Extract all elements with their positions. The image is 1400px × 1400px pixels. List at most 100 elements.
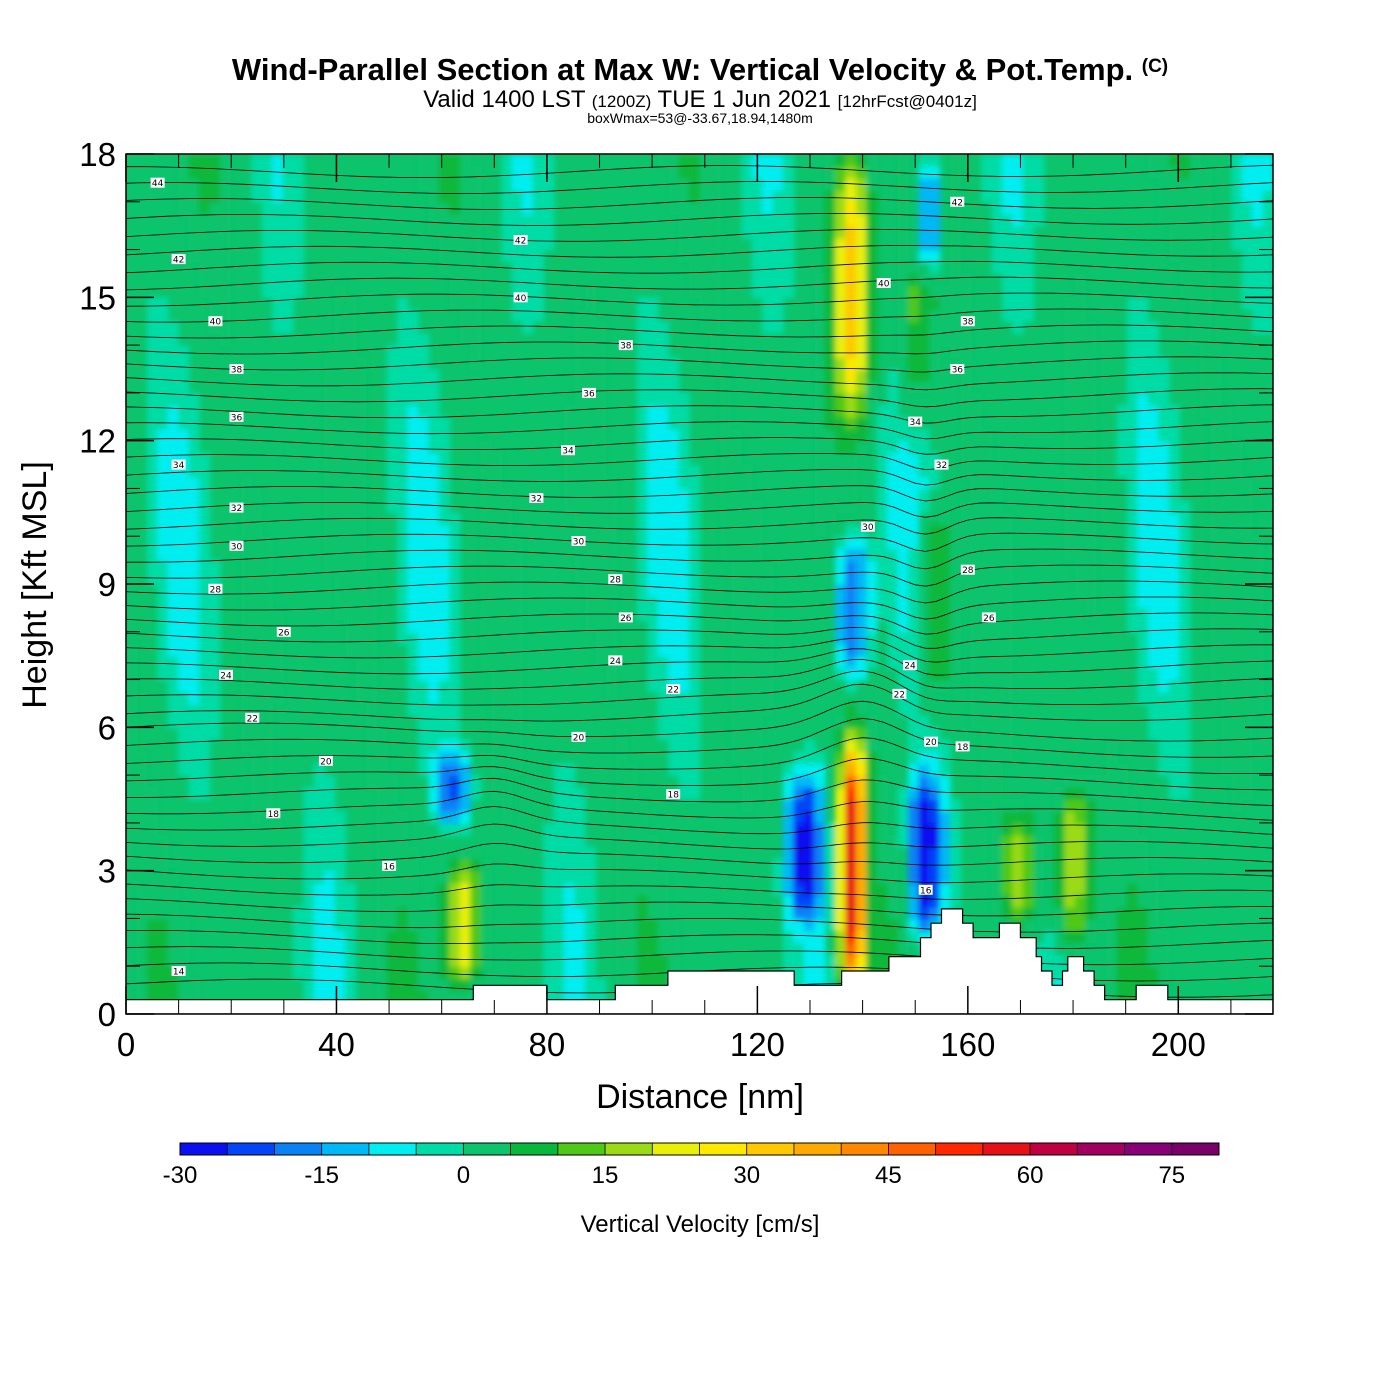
w-cell bbox=[324, 428, 336, 442]
w-cell bbox=[824, 345, 836, 358]
w-cell bbox=[991, 572, 1003, 585]
w-cell bbox=[1001, 727, 1014, 741]
w-cell bbox=[970, 428, 982, 442]
w-cell bbox=[438, 703, 451, 717]
w-cell bbox=[866, 799, 878, 812]
w-cell bbox=[855, 584, 868, 597]
w-cell bbox=[480, 930, 492, 944]
w-cell bbox=[1012, 201, 1024, 215]
w-cell bbox=[345, 345, 357, 358]
w-cell bbox=[574, 488, 586, 502]
w-cell bbox=[803, 799, 816, 812]
w-cell bbox=[303, 942, 315, 956]
w-cell bbox=[835, 225, 847, 239]
w-cell bbox=[991, 906, 1003, 920]
isentrope-label-box bbox=[571, 536, 586, 546]
w-cell bbox=[1116, 428, 1128, 442]
w-cell bbox=[553, 858, 565, 872]
w-cell bbox=[157, 500, 169, 514]
w-cell bbox=[1033, 834, 1045, 848]
w-cell bbox=[1189, 309, 1201, 323]
w-cell bbox=[1033, 177, 1045, 191]
w-cell bbox=[397, 524, 409, 538]
w-cell bbox=[908, 727, 920, 741]
w-cell bbox=[782, 177, 795, 191]
w-cell bbox=[991, 655, 1003, 669]
w-cell bbox=[188, 679, 200, 693]
w-cell bbox=[480, 584, 492, 597]
w-cell bbox=[251, 536, 263, 550]
w-cell bbox=[324, 966, 336, 980]
w-cell bbox=[668, 165, 680, 179]
isentrope-label: 28 bbox=[608, 574, 623, 586]
w-cell bbox=[657, 380, 670, 394]
w-cell bbox=[824, 285, 836, 299]
w-cell bbox=[1252, 225, 1264, 239]
w-cell bbox=[991, 679, 1003, 693]
w-cell bbox=[1147, 942, 1160, 956]
w-cell bbox=[1043, 954, 1055, 968]
w-cell bbox=[897, 572, 909, 585]
w-cell bbox=[1210, 380, 1222, 394]
isentrope-label: 26 bbox=[276, 626, 291, 638]
w-cell bbox=[501, 691, 513, 705]
w-cell bbox=[689, 560, 701, 573]
w-cell bbox=[835, 440, 847, 454]
w-cell bbox=[365, 763, 378, 777]
w-cell bbox=[772, 882, 784, 896]
w-cell bbox=[835, 942, 847, 956]
w-cell bbox=[1085, 428, 1097, 442]
w-cell bbox=[876, 536, 889, 550]
isentrope-line bbox=[126, 308, 1273, 323]
w-cell bbox=[1127, 452, 1139, 466]
w-cell bbox=[636, 894, 649, 908]
w-cell bbox=[459, 225, 472, 239]
w-cell bbox=[1189, 333, 1201, 347]
w-cell bbox=[793, 930, 805, 944]
w-cell bbox=[240, 655, 253, 669]
w-cell bbox=[1210, 572, 1222, 585]
field-cells bbox=[126, 154, 1273, 1014]
w-cell bbox=[1012, 822, 1024, 836]
w-cell bbox=[845, 619, 857, 633]
w-cell bbox=[741, 799, 753, 812]
w-cell bbox=[855, 882, 868, 896]
w-cell bbox=[678, 154, 690, 167]
w-cell bbox=[981, 619, 993, 633]
w-cell bbox=[418, 165, 430, 179]
w-cell bbox=[459, 751, 472, 765]
w-cell bbox=[355, 524, 367, 538]
w-cell bbox=[532, 309, 545, 323]
w-cell bbox=[1085, 464, 1097, 478]
w-cell bbox=[1252, 154, 1264, 167]
w-cell bbox=[824, 978, 836, 992]
w-cell bbox=[1179, 619, 1191, 633]
w-cell bbox=[178, 595, 190, 609]
w-cell bbox=[699, 213, 711, 227]
w-cell bbox=[835, 369, 847, 382]
w-cell bbox=[407, 882, 419, 896]
w-cell bbox=[1106, 787, 1118, 800]
w-cell bbox=[626, 942, 638, 956]
w-cell bbox=[355, 560, 367, 573]
w-cell bbox=[261, 655, 273, 669]
w-cell bbox=[438, 787, 451, 800]
w-cell bbox=[376, 966, 388, 980]
w-cell bbox=[543, 990, 555, 1003]
w-cell bbox=[418, 404, 430, 418]
w-cell bbox=[939, 560, 951, 573]
w-cell bbox=[1137, 906, 1149, 920]
w-cell bbox=[824, 440, 836, 454]
w-cell bbox=[991, 464, 1003, 478]
w-cell bbox=[887, 655, 899, 669]
w-cell bbox=[1085, 822, 1097, 836]
w-cell bbox=[522, 189, 534, 203]
chart-title-text: Wind-Parallel Section at Max W: Vertical… bbox=[231, 52, 1134, 87]
w-cell bbox=[751, 751, 763, 765]
w-cell bbox=[1241, 512, 1254, 526]
w-cell bbox=[345, 990, 357, 1003]
w-cell bbox=[522, 249, 534, 263]
w-cell bbox=[657, 607, 670, 621]
w-cell bbox=[543, 154, 555, 167]
